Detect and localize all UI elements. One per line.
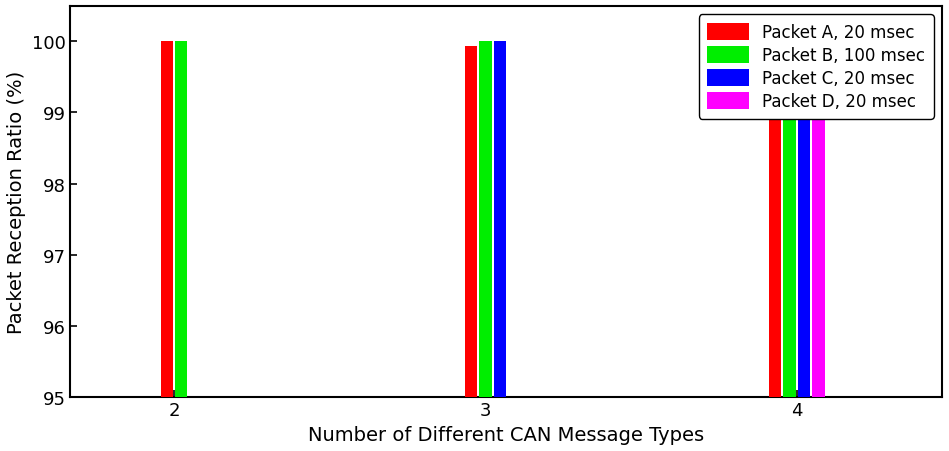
Bar (812, 51, 825, 397)
Bar (783, 47, 795, 397)
Bar (160, 42, 173, 397)
Bar (493, 42, 506, 397)
Y-axis label: Packet Reception Ratio (%): Packet Reception Ratio (%) (7, 70, 26, 333)
Bar (798, 47, 810, 397)
Bar (769, 42, 781, 397)
Bar (176, 42, 188, 397)
Legend: Packet A, 20 msec, Packet B, 100 msec, Packet C, 20 msec, Packet D, 20 msec: Packet A, 20 msec, Packet B, 100 msec, P… (699, 15, 934, 120)
Bar (479, 42, 492, 397)
Bar (465, 47, 477, 397)
X-axis label: Number of Different CAN Message Types: Number of Different CAN Message Types (308, 425, 704, 444)
